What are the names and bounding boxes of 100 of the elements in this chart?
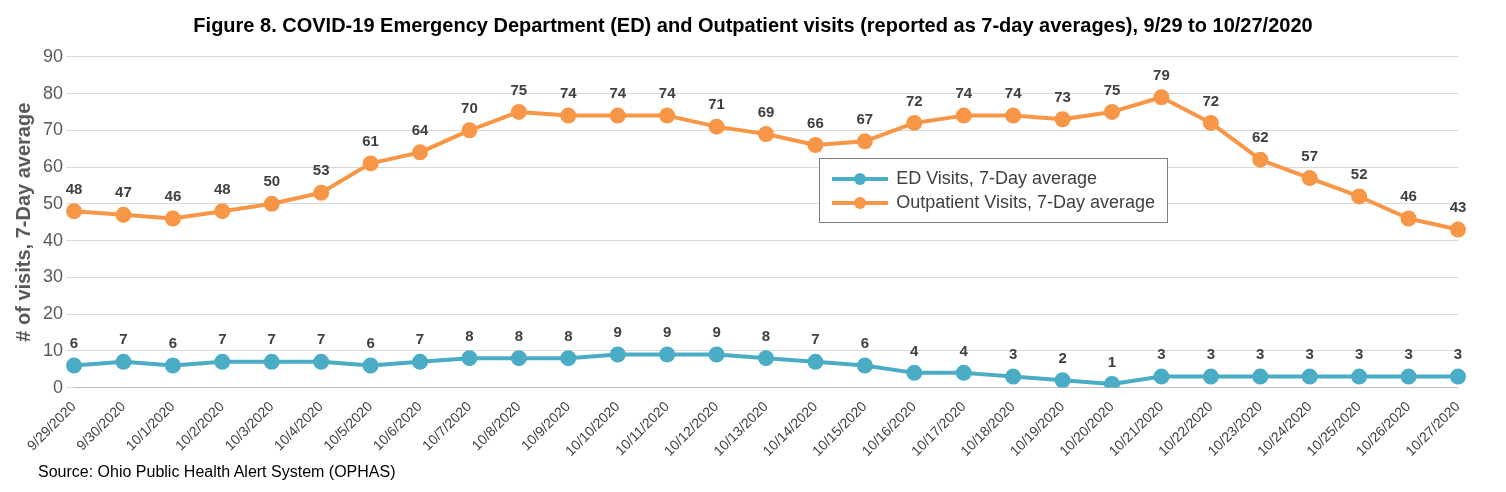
point — [1202, 114, 1219, 131]
y-tick-label: 30 — [42, 266, 64, 287]
point — [412, 144, 429, 161]
data-label: 53 — [312, 161, 330, 179]
point — [1054, 372, 1071, 388]
y-tick-label: 0 — [53, 376, 64, 397]
point — [1104, 103, 1121, 120]
data-label: 70 — [461, 98, 478, 116]
data-label: 74 — [955, 84, 973, 102]
data-label: 48 — [213, 179, 231, 197]
point — [1252, 151, 1269, 168]
point — [510, 350, 527, 367]
data-label: 8 — [465, 326, 474, 344]
data-label: 7 — [119, 330, 128, 348]
data-label: 6 — [860, 334, 870, 352]
data-label: 7 — [811, 330, 820, 348]
point — [955, 107, 972, 124]
point — [560, 107, 577, 124]
point — [856, 133, 873, 150]
point — [758, 125, 775, 142]
point — [66, 203, 83, 220]
data-label: 75 — [510, 80, 528, 98]
data-label: 47 — [115, 183, 132, 201]
point — [115, 206, 132, 223]
point — [758, 350, 775, 367]
data-label: 73 — [1054, 87, 1071, 105]
point — [164, 210, 181, 227]
data-label: 7 — [415, 330, 425, 348]
point — [1153, 368, 1170, 385]
point — [955, 364, 972, 381]
data-label: 6 — [168, 334, 178, 352]
point — [1450, 368, 1466, 385]
point — [659, 107, 676, 124]
data-label: 62 — [1251, 128, 1269, 146]
data-label: 9 — [712, 323, 721, 341]
point — [659, 346, 676, 363]
point — [1351, 368, 1368, 385]
point — [1054, 111, 1071, 128]
data-label: 74 — [609, 84, 627, 102]
point — [609, 346, 626, 363]
data-label: 8 — [564, 326, 573, 344]
data-label: 1 — [1107, 352, 1117, 370]
point — [115, 353, 132, 370]
legend-label: ED Visits, 7-Day average — [896, 168, 1097, 189]
point — [807, 353, 824, 370]
data-label: 43 — [1449, 198, 1467, 216]
y-tick-label: 50 — [42, 192, 64, 213]
data-label: 52 — [1350, 165, 1368, 183]
data-label: 46 — [164, 187, 182, 205]
data-label: 4 — [959, 341, 969, 359]
point — [560, 350, 577, 367]
point — [66, 357, 83, 374]
point — [461, 122, 478, 139]
source-note: Source: Ohio Public Health Alert System (OPHAS) — [37, 463, 397, 481]
data-label: 79 — [1153, 65, 1170, 83]
point — [214, 203, 231, 220]
point — [412, 353, 429, 370]
data-label: 72 — [905, 91, 923, 109]
data-label: 3 — [1157, 345, 1166, 363]
data-label: 3 — [1305, 345, 1314, 363]
point — [510, 103, 527, 120]
point — [1005, 107, 1022, 124]
y-tick-label: 60 — [42, 156, 64, 177]
point — [1153, 89, 1170, 106]
data-label: 3 — [1453, 345, 1463, 363]
data-label: 2 — [1058, 348, 1067, 366]
point — [362, 155, 379, 172]
point — [362, 357, 379, 374]
data-label: 3 — [1256, 345, 1265, 363]
data-label: 74 — [559, 84, 578, 102]
data-label: 57 — [1301, 146, 1319, 164]
y-tick-label: 90 — [42, 45, 64, 66]
legend-label: Outpatient Visits, 7-Day average — [896, 192, 1155, 213]
data-label: 66 — [807, 113, 824, 131]
data-label: 3 — [1404, 345, 1413, 363]
y-axis-title: # of visits, 7-Day average — [11, 102, 34, 342]
data-label: 74 — [658, 84, 677, 102]
data-label: 3 — [1354, 345, 1364, 363]
point — [1400, 210, 1417, 227]
data-label: 50 — [263, 172, 281, 190]
point — [164, 357, 181, 374]
data-label: 67 — [856, 109, 874, 127]
point — [313, 353, 330, 370]
point — [1351, 188, 1368, 205]
data-label: 7 — [218, 330, 227, 348]
data-label: 6 — [69, 334, 79, 352]
point — [708, 118, 725, 135]
point — [708, 346, 725, 363]
point — [1400, 368, 1417, 385]
point — [906, 364, 923, 381]
chart-title: Figure 8. COVID-19 Emergency Department (ED) and Outpatient visits (reported as 7-day averages), 9/29 to 10/27/2020 — [192, 13, 1314, 38]
point — [1301, 368, 1318, 385]
point — [906, 114, 923, 131]
point — [263, 353, 280, 370]
point — [609, 107, 626, 124]
data-label: 4 — [910, 341, 920, 359]
data-label: 9 — [613, 323, 622, 341]
y-tick-label: 40 — [42, 229, 64, 250]
point — [1301, 170, 1318, 187]
data-label: 72 — [1202, 91, 1220, 109]
